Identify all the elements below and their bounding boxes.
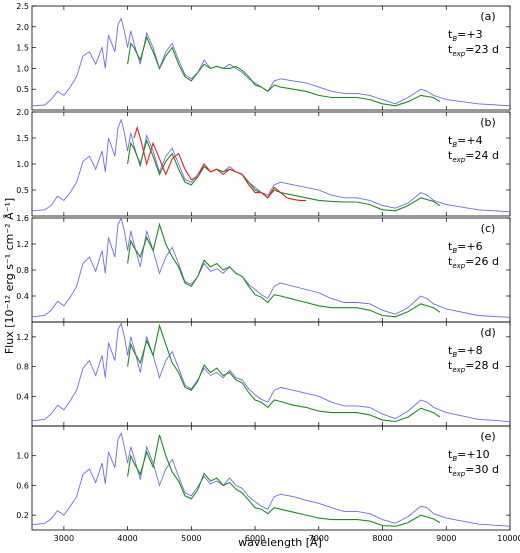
x-tick-label: 4000 bbox=[117, 534, 137, 543]
x-tick-label: 9000 bbox=[436, 534, 456, 543]
annotation-sub: exp bbox=[452, 470, 465, 478]
annotation-texp: texp=30 d bbox=[448, 463, 499, 478]
annotation-tb: tB=+10 bbox=[448, 448, 490, 463]
annotation-sub: B bbox=[452, 35, 457, 43]
annotation-t: t bbox=[448, 43, 453, 56]
y-tick-label: 0.8 bbox=[16, 266, 29, 275]
annotation-value: =26 d bbox=[465, 255, 499, 268]
series-model bbox=[31, 216, 511, 318]
annotation-tb: tB=+6 bbox=[448, 240, 483, 255]
annotation-tb: tB=+4 bbox=[448, 134, 483, 149]
y-tick-label: 1.5 bbox=[16, 134, 29, 143]
y-tick-label: 1.2 bbox=[16, 240, 29, 249]
series-observed bbox=[127, 434, 441, 527]
y-tick-label: 1.5 bbox=[16, 44, 29, 53]
annotation-value: =+6 bbox=[457, 240, 482, 253]
annotation-value: =24 d bbox=[465, 149, 499, 162]
panel-frame bbox=[31, 425, 511, 531]
panel-letter: (a) bbox=[480, 10, 495, 23]
series-model bbox=[31, 322, 511, 422]
annotation-t: t bbox=[448, 240, 453, 253]
annotation-sub: exp bbox=[452, 156, 465, 164]
x-tick-label: 8000 bbox=[372, 534, 392, 543]
y-tick-label: 1.6 bbox=[16, 214, 29, 223]
annotation-t: t bbox=[448, 463, 453, 476]
y-tick-label: 2.0 bbox=[16, 23, 29, 32]
y-tick-label: 0.5 bbox=[16, 186, 29, 195]
x-tick-label: 10000 bbox=[497, 534, 520, 543]
x-axis-label: wavelength [Å] bbox=[238, 536, 322, 549]
series-model bbox=[31, 118, 511, 213]
y-tick-label: 0.5 bbox=[16, 85, 29, 94]
panel-letter: (c) bbox=[481, 222, 496, 235]
annotation-sub: exp bbox=[452, 50, 465, 58]
panel-letter: (d) bbox=[480, 326, 496, 339]
annotation-texp: texp=26 d bbox=[448, 255, 499, 270]
annotation-t: t bbox=[448, 359, 453, 372]
x-tick-label: 6000 bbox=[245, 534, 265, 543]
y-tick-label: 0.6 bbox=[16, 481, 29, 490]
annotation-tb: tB=+3 bbox=[448, 28, 483, 43]
annotation-t: t bbox=[448, 28, 453, 41]
annotation-value: =23 d bbox=[465, 43, 499, 56]
series-model bbox=[31, 432, 511, 527]
panel-letter: (e) bbox=[480, 430, 495, 443]
series-observed bbox=[127, 323, 441, 423]
y-tick-label: 1.0 bbox=[16, 160, 29, 169]
annotation-t: t bbox=[448, 134, 453, 147]
annotation-t: t bbox=[448, 255, 453, 268]
y-tick-label: 1.2 bbox=[16, 333, 29, 342]
annotation-tb: tB=+8 bbox=[448, 344, 483, 359]
y-tick-label: 0.4 bbox=[16, 392, 29, 401]
series-model bbox=[31, 17, 511, 107]
annotation-value: =28 d bbox=[465, 359, 499, 372]
x-tick-label: 3000 bbox=[54, 534, 74, 543]
y-tick-label: 2.5 bbox=[16, 2, 29, 11]
y-tick-label: 2.0 bbox=[16, 108, 29, 117]
y-tick-label: 0.8 bbox=[16, 363, 29, 372]
annotation-sub: exp bbox=[452, 366, 465, 374]
series-observed-2 bbox=[133, 125, 307, 201]
panel-frame bbox=[31, 217, 511, 323]
series-observed bbox=[127, 222, 441, 318]
panel-frame bbox=[31, 5, 511, 111]
annotation-value: =+3 bbox=[457, 28, 482, 41]
annotation-value: =+4 bbox=[457, 134, 482, 147]
annotation-t: t bbox=[448, 448, 453, 461]
x-tick-label: 5000 bbox=[181, 534, 201, 543]
annotation-texp: texp=23 d bbox=[448, 43, 499, 58]
x-tick-label: 7000 bbox=[309, 534, 329, 543]
y-tick-label: 0.4 bbox=[16, 292, 29, 301]
panel-letter: (b) bbox=[480, 116, 496, 129]
y-tick-label: 1.0 bbox=[16, 64, 29, 73]
annotation-t: t bbox=[448, 344, 453, 357]
annotation-sub: B bbox=[452, 455, 457, 463]
series-observed bbox=[127, 138, 441, 212]
annotation-value: =+8 bbox=[457, 344, 482, 357]
annotation-sub: B bbox=[452, 351, 457, 359]
annotation-texp: texp=28 d bbox=[448, 359, 499, 374]
annotation-sub: B bbox=[452, 141, 457, 149]
panel-frame bbox=[31, 321, 511, 427]
annotation-value: =+10 bbox=[457, 448, 489, 461]
annotation-texp: texp=24 d bbox=[448, 149, 499, 164]
annotation-value: =30 d bbox=[465, 463, 499, 476]
y-axis-label: Flux [10⁻¹² erg s⁻¹ cm⁻² Å⁻¹] bbox=[3, 198, 16, 354]
y-tick-label: 1.0 bbox=[16, 452, 29, 461]
annotation-t: t bbox=[448, 149, 453, 162]
annotation-sub: exp bbox=[452, 262, 465, 270]
series-observed bbox=[127, 35, 441, 107]
annotation-sub: B bbox=[452, 247, 457, 255]
y-tick-label: 0.2 bbox=[16, 511, 29, 520]
